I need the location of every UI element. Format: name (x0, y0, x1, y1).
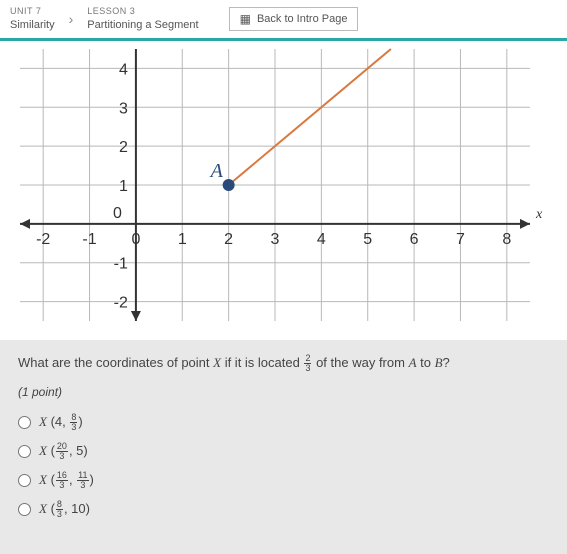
chevron-right-icon: › (65, 11, 78, 27)
chart-container: x-2-1012345678-2-101234A (0, 41, 567, 340)
svg-text:3: 3 (119, 100, 128, 117)
page-icon: ▦ (240, 12, 251, 26)
option-1-radio[interactable] (18, 416, 31, 429)
unit-block[interactable]: UNIT 7 Similarity (10, 6, 55, 32)
option-3[interactable]: X (163, 113) (18, 471, 549, 490)
unit-name: Similarity (10, 18, 55, 32)
back-label: Back to Intro Page (257, 13, 348, 25)
svg-text:8: 8 (502, 231, 511, 248)
lesson-label: LESSON 3 (87, 6, 198, 18)
option-4-label: X (83, 10) (39, 500, 90, 519)
svg-text:6: 6 (410, 231, 419, 248)
option-2-radio[interactable] (18, 445, 31, 458)
svg-text:2: 2 (119, 139, 128, 156)
option-3-radio[interactable] (18, 474, 31, 487)
svg-text:7: 7 (456, 231, 465, 248)
unit-label: UNIT 7 (10, 6, 55, 18)
question-area: What are the coordinates of point X if i… (0, 340, 567, 533)
question-text: What are the coordinates of point X if i… (18, 354, 549, 373)
svg-text:3: 3 (271, 231, 280, 248)
svg-text:2: 2 (224, 231, 233, 248)
answer-options: X (4, 83) X (203, 5) X (163, 113) X (83,… (18, 413, 549, 519)
svg-text:-2: -2 (36, 231, 50, 248)
svg-text:1: 1 (178, 231, 187, 248)
lesson-block[interactable]: LESSON 3 Partitioning a Segment (87, 6, 198, 32)
option-3-label: X (163, 113) (39, 471, 94, 490)
svg-text:x: x (535, 207, 543, 222)
svg-text:4: 4 (119, 61, 128, 78)
svg-text:0: 0 (113, 205, 122, 222)
svg-text:1: 1 (119, 178, 128, 195)
option-1-label: X (4, 83) (39, 413, 83, 432)
option-2-label: X (203, 5) (39, 442, 88, 461)
svg-text:-1: -1 (82, 231, 96, 248)
coordinate-chart: x-2-1012345678-2-101234A (10, 45, 550, 325)
option-4-radio[interactable] (18, 503, 31, 516)
option-4[interactable]: X (83, 10) (18, 500, 549, 519)
svg-text:-1: -1 (114, 256, 128, 273)
option-1[interactable]: X (4, 83) (18, 413, 549, 432)
option-2[interactable]: X (203, 5) (18, 442, 549, 461)
svg-text:A: A (209, 160, 224, 182)
svg-text:0: 0 (131, 231, 140, 248)
svg-text:4: 4 (317, 231, 326, 248)
back-to-intro-button[interactable]: ▦ Back to Intro Page (229, 7, 359, 31)
svg-text:5: 5 (363, 231, 372, 248)
points-label: (1 point) (18, 385, 549, 399)
svg-text:-2: -2 (114, 295, 128, 312)
lesson-name: Partitioning a Segment (87, 18, 198, 32)
lesson-header: UNIT 7 Similarity › LESSON 3 Partitionin… (0, 0, 567, 41)
